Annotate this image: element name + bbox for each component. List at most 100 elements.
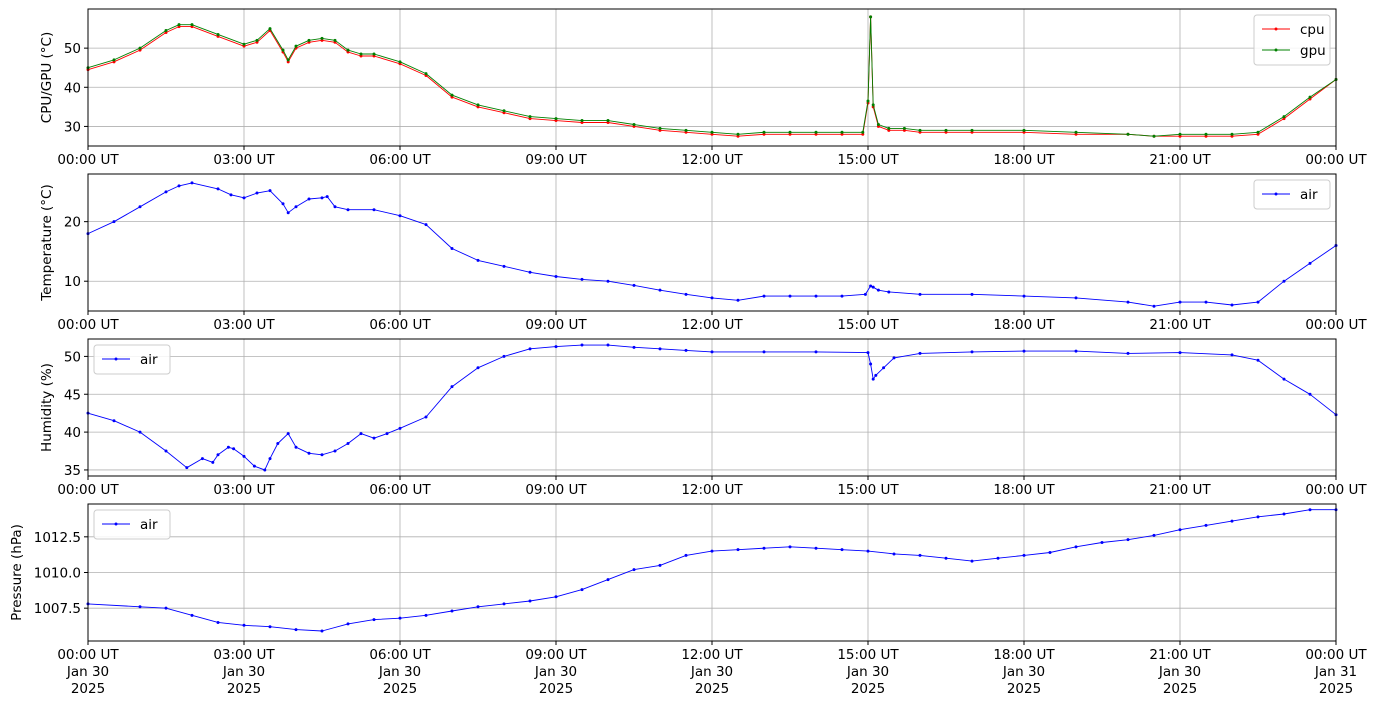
legend-label-gpu: gpu bbox=[1300, 43, 1326, 59]
data-point-air bbox=[164, 190, 168, 194]
x-tick-label: 03:00 UT bbox=[213, 152, 275, 168]
data-point-air bbox=[876, 288, 880, 292]
data-point-air bbox=[346, 208, 350, 212]
data-point-air bbox=[788, 545, 792, 549]
x-tick-label: 12:00 UT bbox=[681, 152, 743, 168]
data-point-air bbox=[871, 285, 875, 289]
data-point-air bbox=[138, 430, 142, 434]
chart-panel-0: 00:00 UT 03:00 UT 06:00 UT 09:00 UT 12:00 UT… bbox=[39, 8, 1367, 168]
data-point-air bbox=[138, 205, 142, 209]
x-tick-label: 18:00 UT bbox=[993, 317, 1055, 333]
data-point-air bbox=[502, 602, 506, 606]
data-point-air bbox=[632, 568, 636, 572]
data-point-air bbox=[502, 354, 506, 358]
legend-marker-gpu bbox=[1274, 48, 1278, 52]
data-point-air bbox=[398, 214, 402, 218]
data-point-air bbox=[882, 366, 886, 370]
data-point-gpu bbox=[1204, 132, 1208, 136]
data-point-air bbox=[684, 292, 688, 296]
x-tick-label: 00:00 UT bbox=[1305, 482, 1367, 498]
series-line-air bbox=[87, 182, 1337, 307]
y-axis-label: Pressure (hPa) bbox=[9, 524, 25, 621]
data-point-air bbox=[710, 296, 714, 300]
data-point-air bbox=[1256, 358, 1260, 362]
data-point-gpu bbox=[632, 122, 636, 126]
x-tick-label: 00:00 UT bbox=[57, 482, 119, 498]
data-point-air bbox=[112, 419, 116, 423]
data-point-air bbox=[398, 616, 402, 620]
data-point-gpu bbox=[876, 122, 880, 126]
data-point-gpu bbox=[762, 130, 766, 134]
data-point-gpu bbox=[710, 130, 714, 134]
data-point-air bbox=[216, 187, 220, 191]
data-point-air bbox=[1230, 519, 1234, 523]
data-point-gpu bbox=[450, 93, 454, 97]
data-point-air bbox=[346, 622, 350, 626]
data-point-air bbox=[242, 196, 246, 200]
data-point-air bbox=[1308, 261, 1312, 265]
data-point-air bbox=[1178, 351, 1182, 355]
data-point-air bbox=[918, 553, 922, 557]
data-point-air bbox=[892, 356, 896, 360]
data-point-gpu bbox=[1230, 132, 1234, 136]
legend-marker-air bbox=[1274, 192, 1278, 196]
data-point-gpu bbox=[788, 130, 792, 134]
legend-box bbox=[93, 509, 171, 540]
y-tick-label: 1012.5 bbox=[34, 530, 81, 546]
y-tick-label: 35 bbox=[64, 463, 81, 479]
data-point-air bbox=[970, 350, 974, 354]
data-point-air bbox=[307, 197, 311, 201]
data-point-air bbox=[892, 552, 896, 556]
y-tick-label: 50 bbox=[64, 41, 81, 57]
data-point-air bbox=[320, 196, 324, 200]
data-point-air bbox=[866, 351, 870, 355]
x-tick-label: 06:00 UT bbox=[369, 152, 431, 168]
x-tick-label: 00:00 UT bbox=[57, 152, 119, 168]
data-point-air bbox=[632, 283, 636, 287]
data-point-gpu bbox=[970, 128, 974, 132]
data-point-gpu bbox=[840, 130, 844, 134]
data-point-gpu bbox=[286, 58, 290, 62]
y-tick-label: 20 bbox=[64, 215, 81, 231]
data-point-gpu bbox=[871, 103, 875, 107]
data-point-gpu bbox=[112, 58, 116, 62]
data-point-air bbox=[255, 191, 259, 195]
data-point-air bbox=[190, 613, 194, 617]
x-tick-label: 21:00 UT Jan 30 2025 bbox=[1149, 647, 1211, 697]
y-tick-label: 1010.0 bbox=[34, 566, 81, 582]
x-tick-label: 09:00 UT bbox=[525, 152, 587, 168]
data-point-gpu bbox=[1256, 130, 1260, 134]
data-point-air bbox=[1178, 528, 1182, 532]
x-tick-label: 18:00 UT bbox=[993, 152, 1055, 168]
data-point-gpu bbox=[869, 15, 873, 19]
data-point-gpu bbox=[138, 46, 142, 50]
data-point-air bbox=[164, 449, 168, 453]
data-point-air bbox=[216, 620, 220, 624]
legend-label-air: air bbox=[140, 517, 158, 533]
data-point-air bbox=[528, 347, 532, 351]
x-tick-label: 18:00 UT Jan 30 2025 bbox=[993, 647, 1055, 697]
y-axis-label: Humidity (%) bbox=[39, 363, 55, 452]
data-point-air bbox=[1126, 300, 1130, 304]
data-point-air bbox=[138, 605, 142, 609]
data-point-air bbox=[869, 362, 873, 366]
data-point-air bbox=[1126, 351, 1130, 355]
legend-box bbox=[1253, 179, 1331, 210]
x-tick-label: 21:00 UT bbox=[1149, 152, 1211, 168]
data-point-air bbox=[372, 208, 376, 212]
data-point-air bbox=[887, 290, 891, 294]
y-tick-label: 1007.5 bbox=[34, 601, 81, 617]
data-point-air bbox=[232, 447, 236, 451]
x-tick-label: 00:00 UT bbox=[1305, 317, 1367, 333]
data-point-air bbox=[226, 445, 230, 449]
legend-box bbox=[93, 344, 171, 375]
data-point-air bbox=[1256, 300, 1260, 304]
legend: cpu gpu bbox=[1253, 14, 1331, 66]
data-point-gpu bbox=[346, 48, 350, 52]
data-point-air bbox=[1282, 377, 1286, 381]
data-point-air bbox=[814, 350, 818, 354]
data-point-air bbox=[762, 294, 766, 298]
data-point-gpu bbox=[580, 119, 584, 123]
legend-box bbox=[1253, 14, 1331, 66]
